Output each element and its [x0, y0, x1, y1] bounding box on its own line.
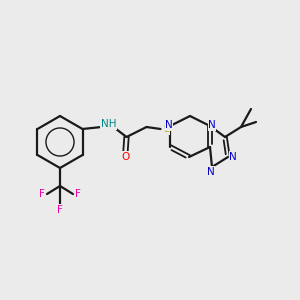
Text: S: S [163, 124, 170, 134]
Text: F: F [39, 189, 45, 199]
Text: NH: NH [101, 119, 116, 129]
Text: N: N [165, 120, 173, 130]
Text: F: F [57, 205, 63, 215]
Text: N: N [207, 167, 215, 177]
Text: O: O [122, 152, 130, 162]
Text: N: N [229, 152, 237, 162]
Text: N: N [208, 120, 216, 130]
Text: F: F [75, 189, 81, 199]
